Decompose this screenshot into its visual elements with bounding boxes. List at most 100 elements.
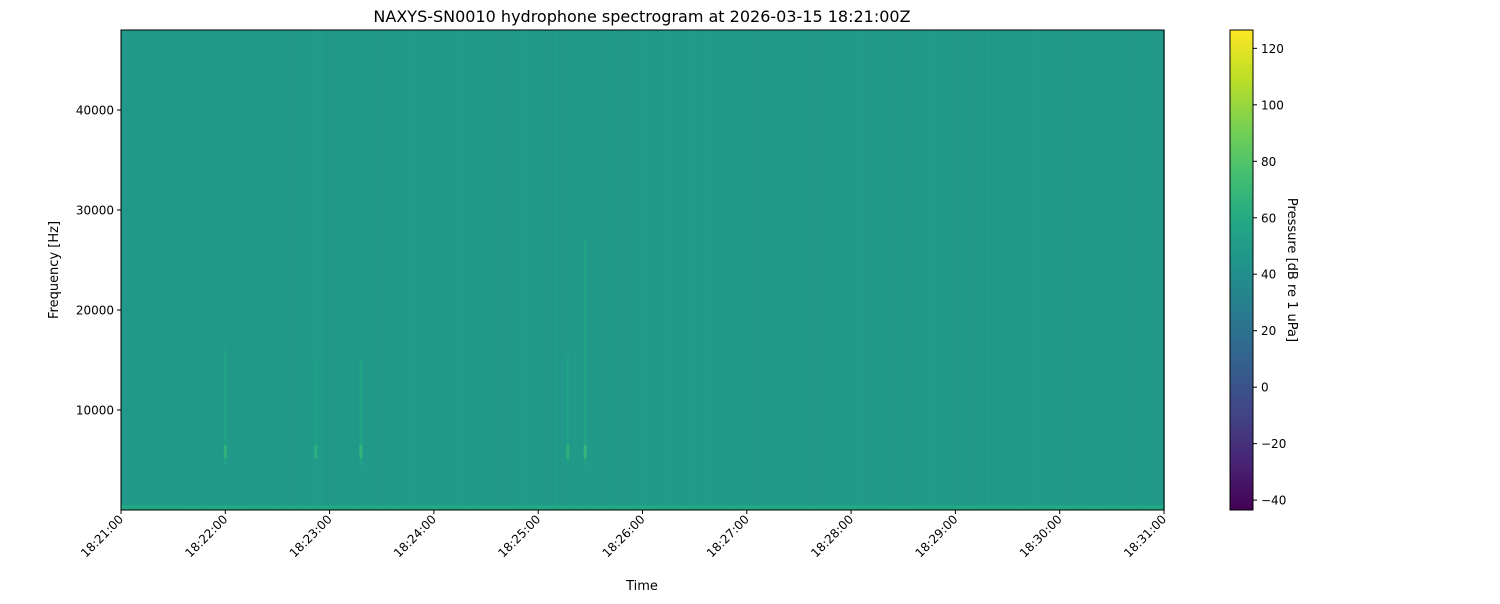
heatmap-column <box>1123 30 1125 510</box>
heatmap-column <box>335 30 337 510</box>
heatmap-column <box>881 30 883 510</box>
heatmap-column <box>807 30 809 510</box>
heatmap-column <box>129 30 131 510</box>
x-tick-label: 18:21:00 <box>78 512 126 560</box>
heatmap-column <box>685 30 687 510</box>
heatmap-column <box>713 30 715 510</box>
heatmap-column <box>481 30 483 510</box>
heatmap-column <box>887 30 889 510</box>
heatmap-column <box>567 30 569 510</box>
heatmap-column <box>143 30 145 510</box>
heatmap-column <box>281 30 283 510</box>
heatmap-column <box>1119 30 1121 510</box>
heatmap-column <box>751 30 753 510</box>
heatmap-column <box>337 30 339 510</box>
heatmap-column <box>165 30 167 510</box>
colorbar-axis: −40 −20 0 20 40 60 80 100 120 <box>1253 42 1286 508</box>
heatmap-column <box>349 30 351 510</box>
heatmap-column <box>311 30 313 510</box>
heatmap-column <box>857 30 859 510</box>
transient-event <box>584 240 587 465</box>
heatmap-column <box>1089 30 1091 510</box>
heatmap-column <box>577 30 579 510</box>
transient-event <box>359 360 362 465</box>
heatmap-column <box>433 30 435 510</box>
heatmap-column <box>521 30 523 510</box>
heatmap-column <box>327 30 329 510</box>
heatmap-column <box>659 30 661 510</box>
heatmap-column <box>939 30 941 510</box>
x-tick-label: 18:23:00 <box>287 512 335 560</box>
heatmap-column <box>1147 30 1149 510</box>
transient-event <box>566 355 569 465</box>
heatmap-column <box>1023 30 1025 510</box>
heatmap-column <box>351 30 353 510</box>
heatmap-column <box>717 30 719 510</box>
heatmap-column <box>225 30 227 510</box>
heatmap-column <box>1029 30 1031 510</box>
heatmap-column <box>1093 30 1095 510</box>
heatmap-column <box>987 30 989 510</box>
heatmap-column <box>347 30 349 510</box>
heatmap-column <box>1081 30 1083 510</box>
heatmap-column <box>687 30 689 510</box>
heatmap-column <box>725 30 727 510</box>
heatmap-column <box>461 30 463 510</box>
heatmap-column <box>385 30 387 510</box>
heatmap-column <box>1063 30 1065 510</box>
heatmap-column <box>305 30 307 510</box>
heatmap-column <box>357 30 359 510</box>
heatmap-column <box>1057 30 1059 510</box>
heatmap-column <box>855 30 857 510</box>
heatmap-column <box>651 30 653 510</box>
heatmap-column <box>827 30 829 510</box>
heatmap-column <box>229 30 231 510</box>
heatmap-column <box>507 30 509 510</box>
heatmap-column <box>345 30 347 510</box>
heatmap-column <box>123 30 125 510</box>
heatmap-column <box>1115 30 1117 510</box>
heatmap-column <box>843 30 845 510</box>
heatmap-column <box>163 30 165 510</box>
heatmap-column <box>505 30 507 510</box>
heatmap-column <box>259 30 261 510</box>
heatmap-column <box>781 30 783 510</box>
heatmap-column <box>621 30 623 510</box>
transient-event-peak <box>566 445 570 458</box>
heatmap-column <box>227 30 229 510</box>
heatmap-column <box>799 30 801 510</box>
heatmap-column <box>945 30 947 510</box>
heatmap-column <box>133 30 135 510</box>
heatmap-column <box>1051 30 1053 510</box>
heatmap-column <box>147 30 149 510</box>
heatmap-column <box>449 30 451 510</box>
heatmap-column <box>245 30 247 510</box>
heatmap-column <box>963 30 965 510</box>
colorbar <box>1229 29 1254 511</box>
y-tick-label: 40000 <box>76 104 114 118</box>
heatmap-column <box>1059 30 1061 510</box>
heatmap-column <box>619 30 621 510</box>
heatmap-column <box>127 30 129 510</box>
heatmap-column <box>153 30 155 510</box>
colorbar-tick-label: 80 <box>1261 155 1276 169</box>
heatmap-column <box>953 30 955 510</box>
heatmap-column <box>741 30 743 510</box>
heatmap-column <box>247 30 249 510</box>
heatmap-column <box>935 30 937 510</box>
heatmap-column <box>711 30 713 510</box>
heatmap-column <box>661 30 663 510</box>
heatmap-column <box>703 30 705 510</box>
x-tick-label: 18:27:00 <box>704 512 752 560</box>
heatmap-column <box>1083 30 1085 510</box>
heatmap-column <box>401 30 403 510</box>
heatmap-column <box>413 30 415 510</box>
heatmap-column <box>203 30 205 510</box>
heatmap-column <box>837 30 839 510</box>
heatmap-column <box>151 30 153 510</box>
heatmap-column <box>541 30 543 510</box>
heatmap-column <box>1001 30 1003 510</box>
heatmap-column <box>189 30 191 510</box>
heatmap-column <box>1105 30 1107 510</box>
heatmap-column <box>563 30 565 510</box>
